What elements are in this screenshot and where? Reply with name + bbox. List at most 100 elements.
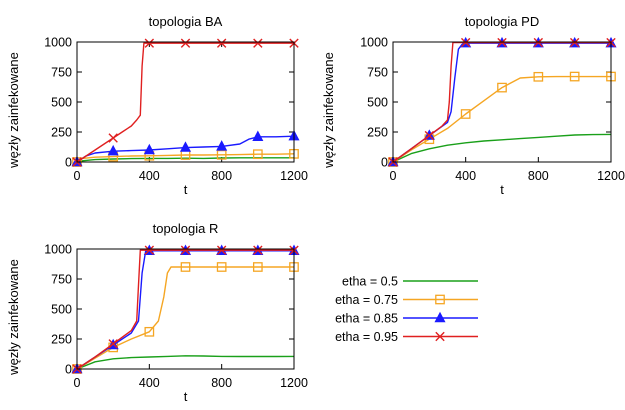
data-point bbox=[216, 262, 227, 272]
series-line bbox=[392, 41, 611, 163]
y-axis-label: węzły zainfekowane bbox=[321, 52, 336, 169]
y-tick-label: 500 bbox=[367, 96, 388, 110]
legend-marker bbox=[435, 294, 445, 305]
y-tick-label: 750 bbox=[51, 66, 72, 80]
series-line bbox=[76, 355, 295, 370]
data-point bbox=[252, 149, 263, 160]
data-point bbox=[252, 130, 264, 141]
data-point bbox=[533, 37, 544, 48]
data-point bbox=[569, 37, 580, 48]
legend-entry: etha = 0.5 bbox=[342, 275, 478, 289]
x-tick-label: 800 bbox=[528, 169, 549, 183]
data-point bbox=[216, 140, 228, 151]
x-tick-label: 0 bbox=[74, 169, 81, 183]
x-axis-label: t bbox=[184, 389, 188, 404]
legend-label: etha = 0.5 bbox=[342, 275, 398, 289]
data-point bbox=[497, 82, 507, 93]
y-tick-label: 250 bbox=[367, 126, 388, 140]
data-point bbox=[108, 339, 118, 349]
series-etha-0.85 bbox=[387, 36, 617, 167]
y-axis-label: węzły zainfekowane bbox=[6, 259, 21, 376]
plot-frame bbox=[76, 41, 295, 163]
data-point bbox=[424, 130, 435, 141]
chart-title: topologia PD bbox=[465, 14, 539, 29]
data-point bbox=[143, 143, 155, 155]
chart-title: topologia BA bbox=[149, 14, 223, 29]
y-tick-label: 1000 bbox=[44, 36, 72, 50]
plot-frame bbox=[76, 248, 295, 370]
y-tick-label: 250 bbox=[51, 333, 72, 347]
chart-title: topologia R bbox=[153, 221, 219, 236]
x-tick-label: 1200 bbox=[280, 169, 308, 183]
data-point bbox=[144, 326, 155, 337]
x-axis-label: t bbox=[184, 182, 188, 197]
series-line bbox=[76, 266, 294, 370]
y-tick-label: 0 bbox=[65, 156, 72, 170]
legend-entry: etha = 0.95 bbox=[335, 330, 478, 344]
data-point bbox=[107, 144, 119, 156]
y-tick-label: 1000 bbox=[44, 243, 72, 257]
x-tick-label: 0 bbox=[390, 169, 397, 183]
data-point bbox=[533, 71, 544, 82]
y-tick-label: 500 bbox=[51, 303, 72, 317]
series-etha-0.95 bbox=[388, 37, 616, 167]
data-point bbox=[253, 38, 263, 48]
data-point bbox=[180, 38, 191, 48]
data-point bbox=[252, 262, 263, 272]
legend-label: etha = 0.95 bbox=[335, 330, 398, 344]
x-tick-label: 1200 bbox=[280, 376, 308, 390]
legend-entry: etha = 0.85 bbox=[335, 312, 478, 326]
series-etha-0.85 bbox=[71, 129, 300, 167]
series-etha-0.75 bbox=[388, 71, 616, 167]
legend-entry: etha = 0.75 bbox=[335, 293, 478, 307]
chart-panel-3: topologia R 0 250 500 750 1000 0 400 800 1200 t węz… bbox=[6, 221, 308, 404]
series-line bbox=[76, 153, 295, 163]
x-tick-label: 400 bbox=[139, 376, 160, 390]
y-tick-label: 750 bbox=[51, 273, 72, 287]
x-tick-label: 800 bbox=[211, 376, 232, 390]
y-tick-label: 750 bbox=[367, 66, 388, 80]
x-tick-label: 1200 bbox=[597, 169, 625, 183]
series-line bbox=[76, 249, 294, 370]
series-line bbox=[392, 133, 612, 163]
series-etha-0.85 bbox=[71, 244, 300, 374]
series-line bbox=[76, 42, 294, 163]
legend-marker bbox=[434, 311, 446, 323]
data-point bbox=[569, 71, 580, 82]
data-point bbox=[216, 245, 227, 255]
chart-panel-1: topologia BA 0 250 500 750 1000 0 400 800 1200 t wę… bbox=[6, 14, 308, 197]
y-tick-label: 500 bbox=[51, 96, 72, 110]
data-point bbox=[144, 245, 155, 255]
x-tick-label: 0 bbox=[74, 376, 81, 390]
legend-label: etha = 0.85 bbox=[335, 312, 398, 326]
data-point bbox=[144, 38, 155, 48]
data-point bbox=[216, 38, 227, 48]
chart-panel-2: topologia PD 0 250 500 750 1000 0 400 800 1200 t wę… bbox=[321, 14, 625, 197]
series-etha-0.95 bbox=[72, 245, 299, 374]
series-line bbox=[392, 42, 611, 163]
series-etha-0.5 bbox=[392, 133, 612, 163]
legend-marker bbox=[435, 331, 445, 342]
plot-frame bbox=[392, 41, 612, 163]
data-point bbox=[179, 141, 192, 152]
data-point bbox=[497, 37, 507, 48]
x-axis-label: t bbox=[500, 182, 504, 197]
data-point bbox=[180, 245, 191, 255]
x-tick-label: 400 bbox=[455, 169, 476, 183]
data-point bbox=[180, 262, 191, 272]
legend-label: etha = 0.75 bbox=[335, 293, 398, 307]
series-etha-0.5 bbox=[76, 355, 295, 370]
y-tick-label: 1000 bbox=[360, 36, 388, 50]
data-point bbox=[253, 245, 263, 255]
y-tick-label: 0 bbox=[65, 363, 72, 377]
y-tick-label: 250 bbox=[51, 126, 72, 140]
y-tick-label: 0 bbox=[381, 156, 388, 170]
data-point bbox=[108, 133, 118, 143]
data-point bbox=[460, 109, 471, 119]
data-point bbox=[460, 37, 471, 48]
y-axis-label: węzły zainfekowane bbox=[6, 52, 21, 169]
legend: etha = 0.5 etha = 0.75 etha = 0.85 etha = 0… bbox=[335, 275, 478, 344]
x-tick-label: 800 bbox=[211, 169, 232, 183]
x-tick-label: 400 bbox=[139, 169, 160, 183]
